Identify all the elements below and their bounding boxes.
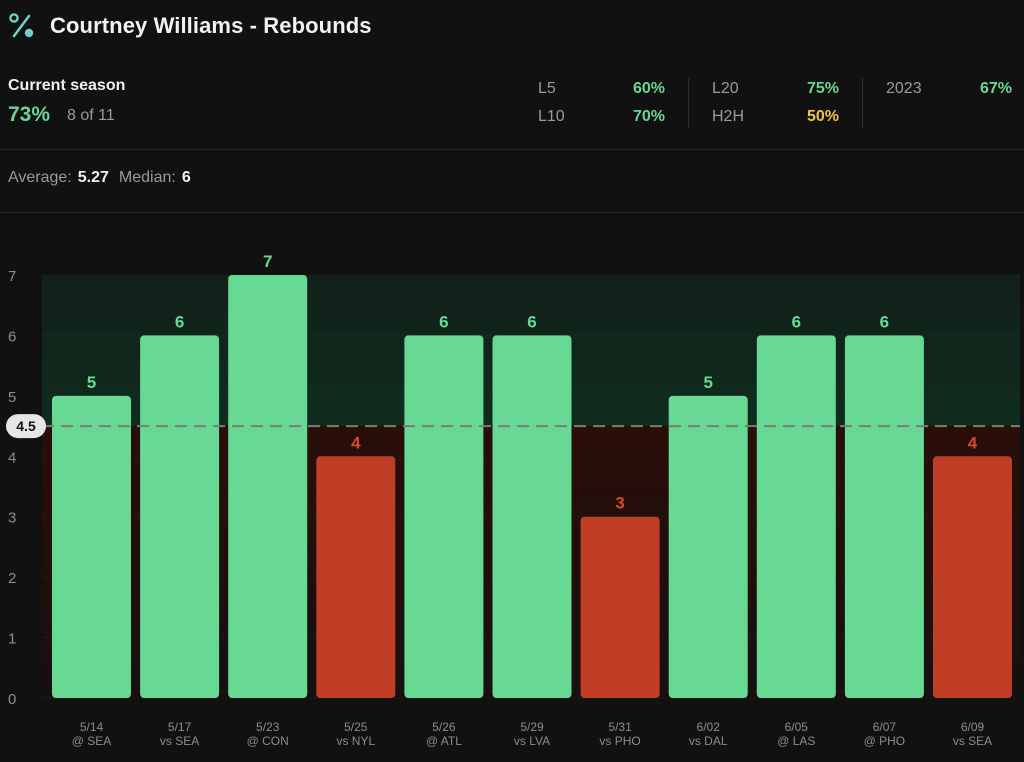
x-tick-date: 5/25 bbox=[344, 720, 368, 734]
x-tick-date: 5/14 bbox=[80, 720, 104, 734]
divider bbox=[0, 212, 1024, 213]
x-tick-opponent: @ CON bbox=[247, 734, 289, 748]
x-tick-date: 5/26 bbox=[432, 720, 456, 734]
x-tick-date: 5/23 bbox=[256, 720, 280, 734]
bar-value-label: 6 bbox=[527, 312, 536, 331]
bar-value-label: 5 bbox=[87, 373, 96, 392]
average-value: 5.27 bbox=[77, 169, 109, 186]
split-2023: 2023 67% bbox=[886, 80, 1012, 100]
bar bbox=[668, 395, 748, 698]
y-tick-label: 1 bbox=[8, 631, 16, 648]
divider bbox=[0, 149, 1024, 150]
percent-icon bbox=[9, 13, 34, 38]
bar bbox=[140, 335, 220, 698]
y-tick-label: 6 bbox=[8, 328, 16, 345]
line-badge-label: 4.5 bbox=[16, 418, 36, 434]
bar-value-label: 4 bbox=[351, 433, 361, 452]
bar bbox=[580, 516, 660, 698]
split-l5-value: 60% bbox=[632, 80, 665, 97]
bar bbox=[844, 335, 924, 698]
x-tick-date: 6/02 bbox=[697, 720, 721, 734]
x-tick-opponent: @ PHO bbox=[864, 734, 906, 748]
bar-value-label: 7 bbox=[263, 252, 272, 271]
bar-value-label: 4 bbox=[968, 433, 978, 452]
x-tick-opponent: vs PHO bbox=[599, 734, 640, 748]
bar bbox=[492, 335, 572, 698]
bar-value-label: 6 bbox=[175, 312, 184, 331]
split-2023-value: 67% bbox=[979, 80, 1012, 97]
bar bbox=[933, 456, 1012, 698]
split-l10: L10 70% bbox=[538, 108, 665, 128]
summary-row: Average: 5.27 Median: 6 bbox=[8, 169, 201, 187]
split-l20-value: 75% bbox=[806, 80, 839, 97]
x-tick-opponent: vs SEA bbox=[160, 734, 199, 748]
x-tick-opponent: vs DAL bbox=[689, 734, 728, 748]
x-tick-opponent: vs LVA bbox=[514, 734, 550, 748]
y-tick-label: 3 bbox=[8, 510, 16, 527]
season-record: 8 of 11 bbox=[67, 107, 115, 124]
chart-header: Courtney Williams - Rebounds bbox=[8, 10, 372, 42]
bar bbox=[228, 275, 308, 698]
split-l5: L5 60% bbox=[538, 80, 665, 100]
x-tick-date: 6/09 bbox=[961, 720, 985, 734]
x-tick-opponent: @ SEA bbox=[72, 734, 112, 748]
bar-value-label: 6 bbox=[792, 312, 801, 331]
y-tick-label: 0 bbox=[8, 691, 16, 708]
x-tick-opponent: vs SEA bbox=[953, 734, 992, 748]
average-label: Average: bbox=[8, 169, 72, 186]
y-tick-label: 2 bbox=[8, 570, 16, 587]
x-tick-opponent: @ ATL bbox=[426, 734, 462, 748]
y-tick-label: 4 bbox=[8, 449, 16, 466]
split-l10-value: 70% bbox=[632, 108, 665, 125]
split-h2h: H2H 50% bbox=[712, 108, 839, 128]
bar-value-label: 6 bbox=[880, 312, 889, 331]
stats-divider bbox=[688, 78, 689, 128]
split-2023-label: 2023 bbox=[886, 80, 922, 97]
bar bbox=[316, 456, 396, 698]
x-tick-date: 5/31 bbox=[608, 720, 632, 734]
y-tick-label: 5 bbox=[8, 389, 16, 406]
x-tick-opponent: vs NYL bbox=[336, 734, 375, 748]
bar bbox=[404, 335, 484, 698]
x-tick-opponent: @ LAS bbox=[777, 734, 815, 748]
stats-divider bbox=[862, 78, 863, 128]
split-l20: L20 75% bbox=[712, 80, 839, 100]
y-tick-label: 7 bbox=[8, 268, 16, 285]
season-label: Current season bbox=[8, 77, 126, 94]
page-title: Courtney Williams - Rebounds bbox=[50, 13, 372, 38]
bar-value-label: 3 bbox=[615, 494, 624, 513]
bar bbox=[52, 395, 131, 698]
bar-value-label: 5 bbox=[703, 373, 712, 392]
x-tick-date: 6/05 bbox=[785, 720, 809, 734]
split-l10-label: L10 bbox=[538, 108, 565, 125]
median-value: 6 bbox=[181, 169, 191, 186]
median-label: Median: bbox=[118, 169, 176, 186]
split-l20-label: L20 bbox=[712, 80, 739, 97]
split-h2h-value: 50% bbox=[806, 108, 839, 125]
split-h2h-label: H2H bbox=[712, 108, 745, 125]
bar bbox=[756, 335, 836, 698]
x-tick-date: 5/17 bbox=[168, 720, 192, 734]
x-tick-date: 5/29 bbox=[520, 720, 544, 734]
line-badge bbox=[6, 414, 46, 439]
x-tick-date: 6/07 bbox=[873, 720, 897, 734]
split-l5-label: L5 bbox=[538, 80, 556, 97]
season-hit-rate: 73% bbox=[8, 103, 51, 126]
bar-value-label: 6 bbox=[439, 312, 448, 331]
